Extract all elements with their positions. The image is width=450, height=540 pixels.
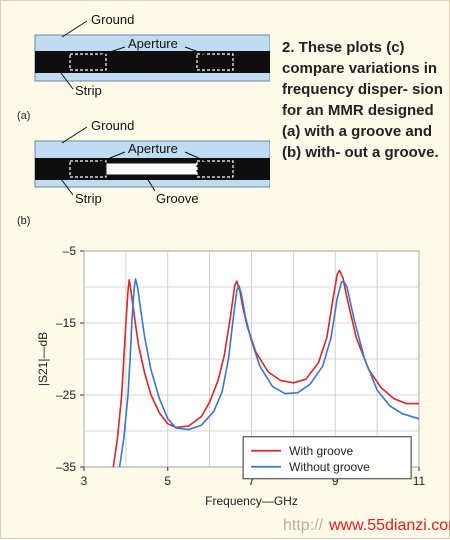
aperture-right bbox=[196, 53, 234, 71]
aperture-pointer-left bbox=[94, 151, 126, 165]
strip-pointer bbox=[60, 72, 74, 90]
y-axis-label: |S21|—dB bbox=[36, 332, 50, 386]
aperture-pointer-right bbox=[184, 151, 213, 165]
groove bbox=[105, 162, 198, 176]
strip-label: Strip bbox=[75, 191, 102, 206]
diagram-b-index: (b) bbox=[17, 215, 31, 227]
figure-caption: 2. These plots (c) compare variations in… bbox=[282, 39, 443, 161]
ground-pointer bbox=[61, 126, 88, 144]
legend-label-1: With groove bbox=[289, 444, 353, 458]
ground-label: Ground bbox=[91, 118, 135, 133]
diagram-a-index: (a) bbox=[17, 110, 31, 122]
y-tick-label: –35 bbox=[56, 460, 76, 474]
aperture-right bbox=[196, 160, 234, 178]
aperture-label: Aperture bbox=[128, 141, 178, 156]
aperture-left bbox=[69, 160, 107, 178]
legend-label-2: Without groove bbox=[289, 460, 370, 474]
y-tick-label: –5 bbox=[63, 244, 77, 258]
aperture-pointer-left bbox=[94, 46, 126, 58]
aperture-left bbox=[69, 53, 107, 71]
watermark-prefix: http:// bbox=[283, 517, 324, 534]
groove-pointer bbox=[144, 174, 156, 192]
x-tick-label: 3 bbox=[81, 474, 88, 488]
chart-container: 3 5 7 9 11 –5 –15 –25 –35 Frequency—GHz |S21|—dB Wi… bbox=[1, 239, 450, 540]
y-tick-label: –15 bbox=[56, 316, 76, 330]
groove-label: Groove bbox=[156, 191, 199, 206]
x-tick-label: 7 bbox=[248, 474, 255, 488]
aperture-pointer-right bbox=[184, 46, 213, 58]
x-axis-label: Frequency—GHz bbox=[205, 494, 298, 508]
series-line-1 bbox=[112, 269, 419, 468]
y-tick-label: –25 bbox=[56, 388, 76, 402]
aperture-label: Aperture bbox=[128, 36, 178, 51]
ground-label: Ground bbox=[91, 12, 135, 27]
chart-svg: 3 5 7 9 11 –5 –15 –25 –35 Frequency—GHz |S21|—dB Wi… bbox=[36, 244, 426, 508]
watermark-text: www.55dianzi.com bbox=[329, 517, 450, 534]
ground-pointer bbox=[61, 20, 88, 38]
diagram-b-drawing bbox=[34, 126, 270, 196]
x-tick-label: 9 bbox=[332, 474, 339, 488]
legend-box bbox=[242, 436, 412, 480]
strip-label: Strip bbox=[75, 83, 102, 98]
x-tick-label: 11 bbox=[413, 474, 426, 488]
strip-pointer bbox=[60, 178, 74, 196]
x-tick-label: 5 bbox=[164, 474, 171, 488]
diagram-a-drawing bbox=[34, 20, 270, 90]
diagram-a: Ground Aperture Strip (a) bbox=[17, 12, 270, 122]
diagram-b: Ground Aperture Strip Groove (b) bbox=[17, 118, 270, 229]
series-line-2 bbox=[118, 278, 420, 468]
